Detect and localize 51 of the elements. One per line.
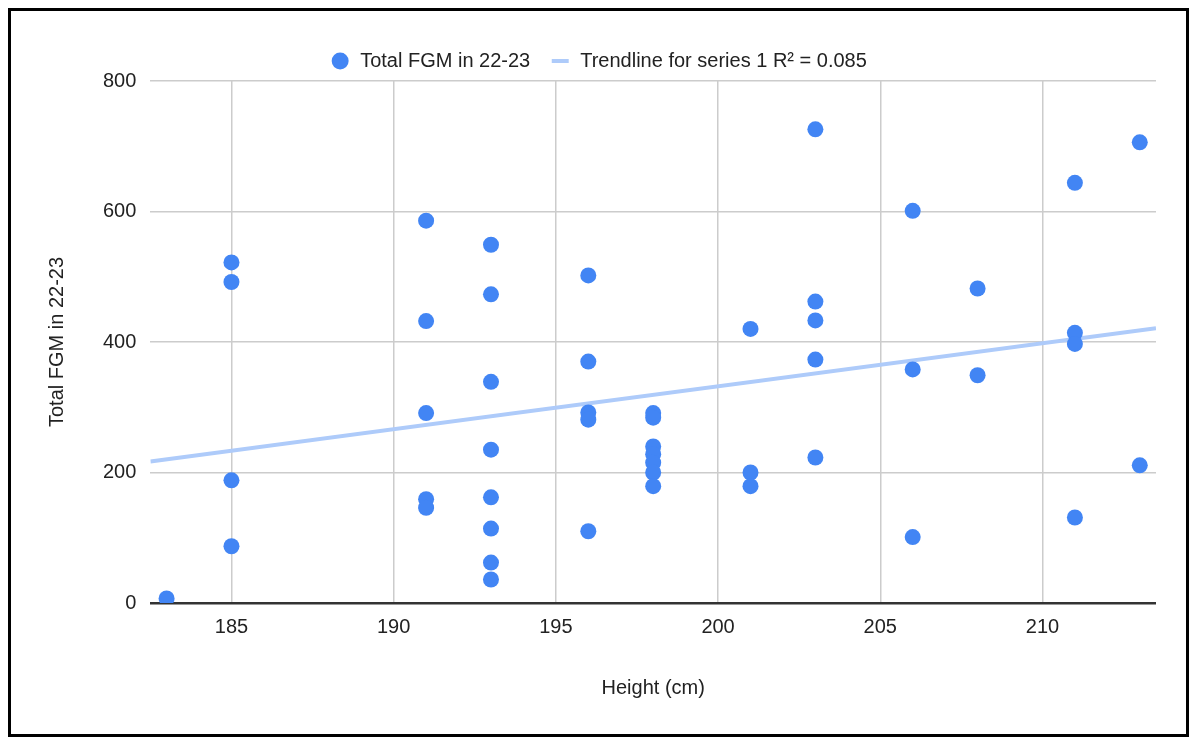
- point: [1066, 509, 1083, 526]
- point: [223, 472, 240, 489]
- x-tick-label: 210: [1025, 614, 1060, 637]
- x-axis-title: Height (cm): [601, 675, 705, 698]
- point: [742, 320, 759, 337]
- y-tick-label: 600: [102, 199, 137, 222]
- x-tick-label: 200: [701, 614, 735, 637]
- point: [969, 280, 986, 297]
- point: [807, 312, 824, 329]
- point: [807, 351, 824, 368]
- point: [904, 202, 921, 219]
- point: [418, 212, 435, 229]
- legend-label: Total FGM in 22-23: [360, 48, 531, 71]
- y-tick-label: 400: [102, 329, 137, 352]
- point: [482, 441, 499, 458]
- point: [482, 554, 499, 571]
- point: [223, 538, 240, 555]
- point: [580, 267, 597, 284]
- x-tick-label: 190: [376, 614, 411, 637]
- point: [482, 286, 499, 303]
- x-tick-label: 185: [214, 614, 249, 637]
- point: [904, 361, 921, 378]
- y-tick-label: 0: [125, 590, 137, 613]
- point: [418, 313, 435, 330]
- x-tick-label: 195: [539, 614, 573, 637]
- point: [969, 367, 986, 384]
- point: [904, 529, 921, 546]
- point: [223, 254, 240, 271]
- point: [742, 478, 759, 495]
- point: [223, 273, 240, 290]
- point: [482, 373, 499, 390]
- point: [1066, 174, 1083, 191]
- y-axis-title: Total FGM in 22-23: [44, 256, 67, 428]
- point: [1131, 457, 1148, 474]
- legend-label: Trendline for series 1 R² = 0.085: [580, 48, 867, 71]
- point: [580, 353, 597, 370]
- point: [807, 293, 824, 310]
- point: [482, 571, 499, 588]
- point: [580, 523, 597, 540]
- y-tick-label: 800: [102, 68, 137, 91]
- point: [1131, 134, 1148, 151]
- point: [418, 405, 435, 422]
- point: [482, 520, 499, 537]
- point: [482, 489, 499, 506]
- point: [742, 464, 759, 481]
- x-tick-label: 205: [863, 614, 897, 637]
- point: [645, 478, 662, 495]
- point: [482, 236, 499, 253]
- point: [807, 121, 824, 138]
- point: [807, 449, 824, 466]
- y-tick-label: 200: [102, 460, 137, 483]
